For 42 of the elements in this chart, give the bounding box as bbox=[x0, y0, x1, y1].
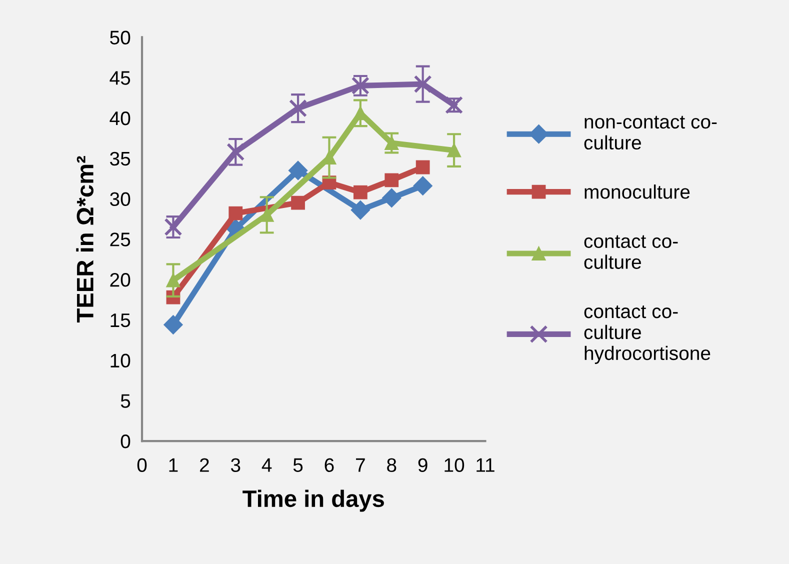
x-axis-title: Time in days bbox=[242, 490, 384, 512]
x-tick-label: 11 bbox=[476, 458, 494, 472]
y-tick-label: 15 bbox=[110, 314, 130, 328]
point bbox=[353, 185, 368, 200]
point bbox=[350, 200, 370, 220]
x-tick-label: 3 bbox=[230, 458, 240, 472]
x-tick-label: 2 bbox=[200, 458, 209, 472]
y-axis-title: TEER in Ω*cm² bbox=[76, 156, 94, 322]
point bbox=[291, 196, 305, 210]
y-tick-label: 20 bbox=[110, 272, 130, 287]
x-tick-label: 4 bbox=[262, 458, 272, 472]
point bbox=[414, 75, 432, 94]
legend-label: contact co- culture bbox=[584, 235, 678, 269]
x-tick-label: 5 bbox=[293, 458, 303, 472]
x-tick-label: 8 bbox=[387, 458, 396, 472]
y-tick-label: 40 bbox=[110, 111, 130, 126]
y-tick-label: 25 bbox=[110, 232, 130, 246]
point bbox=[413, 176, 432, 196]
y-tick-label: 30 bbox=[110, 192, 130, 206]
point bbox=[416, 160, 430, 174]
point bbox=[226, 142, 245, 161]
point bbox=[382, 188, 402, 208]
point bbox=[228, 206, 243, 220]
y-tick-label: 50 bbox=[110, 30, 130, 44]
point bbox=[164, 315, 183, 334]
legend-label: non-contact co- culture bbox=[584, 116, 717, 150]
legend-label: monoculture bbox=[584, 184, 690, 199]
x-tick-label: 1 bbox=[169, 458, 178, 472]
x-tick-label: 6 bbox=[324, 458, 334, 472]
y-tick-label: 10 bbox=[110, 354, 130, 368]
x-tick-label: 9 bbox=[418, 458, 428, 472]
x-tick-label: 0 bbox=[137, 458, 147, 472]
x-tick-label: 7 bbox=[356, 458, 365, 472]
legend-label: contact co- culture hydrocortisone bbox=[584, 305, 710, 364]
y-tick-label: 45 bbox=[110, 71, 130, 85]
y-tick-label: 35 bbox=[110, 152, 130, 166]
point bbox=[288, 99, 308, 118]
point bbox=[288, 160, 308, 180]
x-tick-label: 10 bbox=[444, 458, 464, 472]
y-tick-label: 5 bbox=[120, 394, 130, 408]
y-tick-label: 0 bbox=[120, 434, 130, 448]
point bbox=[384, 173, 399, 188]
